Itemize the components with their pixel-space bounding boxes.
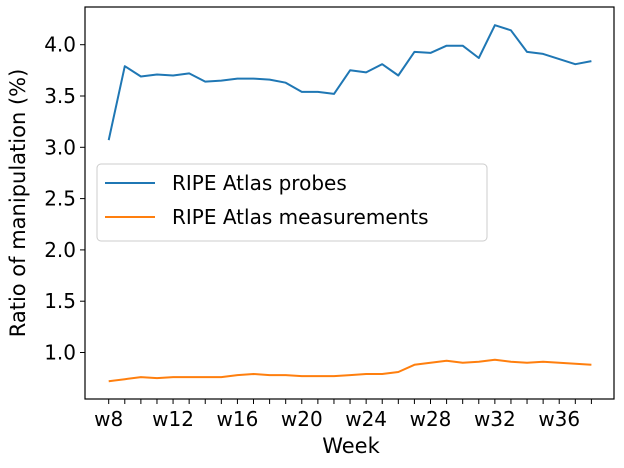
- x-tick-label: w12: [152, 407, 194, 431]
- y-tick-label: 1.0: [44, 341, 76, 365]
- x-axis-label: Week: [322, 434, 380, 458]
- x-tick-label: w32: [474, 407, 516, 431]
- y-tick-label: 2.0: [44, 238, 76, 262]
- y-tick-label: 3.5: [44, 84, 76, 108]
- x-tick-label: w28: [410, 407, 452, 431]
- series-line-probes: [107, 24, 592, 141]
- y-tick-label: 4.0: [44, 33, 76, 57]
- legend-label-probes: RIPE Atlas probes: [172, 171, 347, 195]
- x-tick-label: w16: [217, 407, 259, 431]
- y-axis-label: Ratio of manipulation (%): [6, 69, 30, 338]
- y-tick-label: 2.5: [44, 187, 76, 211]
- legend: RIPE Atlas probes RIPE Atlas measurement…: [96, 163, 488, 242]
- series-line-measurements: [108, 358, 592, 383]
- series-layer: [107, 24, 592, 383]
- legend-label-measurements: RIPE Atlas measurements: [172, 205, 429, 229]
- legend-item-measurements: RIPE Atlas measurements: [105, 205, 429, 229]
- legend-box: [96, 163, 488, 242]
- y-axis: 1.0 1.5 2.0 2.5 3.0 3.5 4.0: [44, 33, 85, 365]
- axes-frame: [84, 6, 615, 400]
- y-tick-label: 3.0: [44, 135, 76, 159]
- x-tick-label: w20: [281, 407, 323, 431]
- y-tick-label: 1.5: [44, 289, 76, 313]
- x-tick-label: w24: [345, 407, 387, 431]
- x-axis: w8 w12 w16 w20 w24 w28 w32 w36: [94, 399, 592, 431]
- x-tick-label: w8: [94, 407, 123, 431]
- legend-item-probes: RIPE Atlas probes: [105, 171, 347, 195]
- x-tick-label: w36: [538, 407, 580, 431]
